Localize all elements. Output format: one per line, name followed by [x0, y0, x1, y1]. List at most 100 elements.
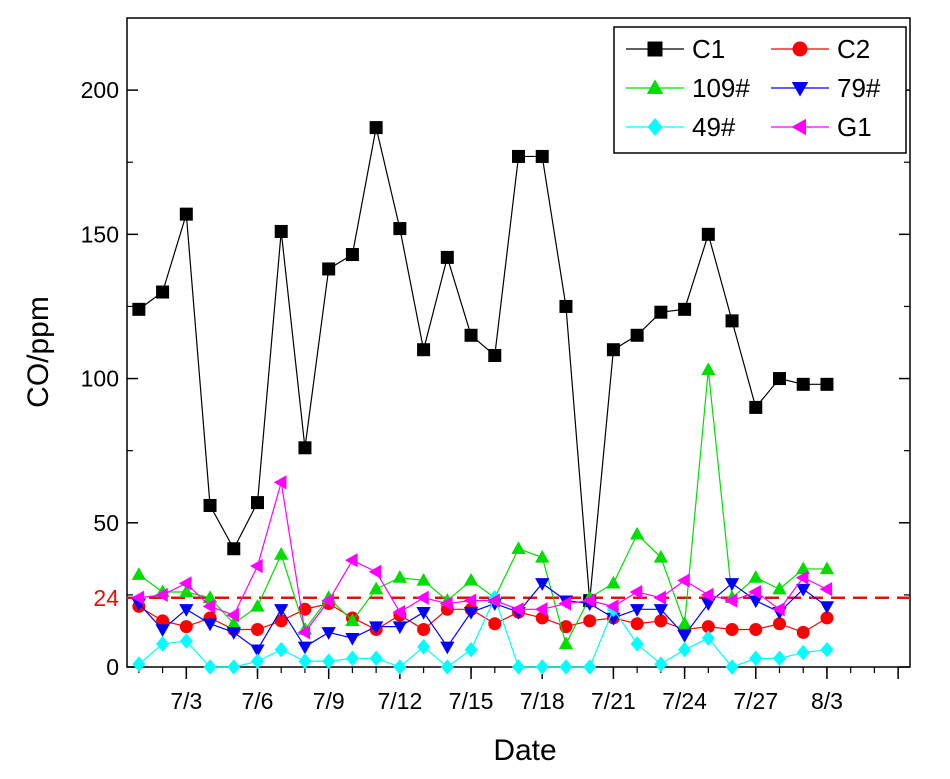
data-point	[131, 567, 147, 580]
data-point	[748, 595, 763, 609]
data-point	[274, 614, 288, 628]
data-point	[345, 248, 359, 262]
data-point	[463, 606, 479, 620]
data-point	[773, 617, 786, 631]
data-point	[701, 598, 716, 612]
x-tick-label: 7/27	[733, 688, 778, 714]
data-point	[606, 343, 620, 357]
data-point	[725, 659, 739, 675]
data-point	[250, 598, 265, 612]
data-point	[535, 578, 550, 591]
data-point	[440, 250, 454, 264]
data-point	[226, 607, 239, 623]
data-point	[535, 549, 550, 563]
data-point	[464, 641, 478, 658]
data-point	[298, 441, 312, 455]
x-tick-label: 7/9	[313, 688, 345, 714]
data-point	[773, 372, 786, 386]
data-point	[647, 41, 663, 57]
data-point	[179, 584, 194, 598]
data-point	[203, 659, 217, 675]
legend-label: C2	[837, 34, 870, 64]
data-point	[791, 82, 809, 97]
data-point	[630, 617, 644, 631]
data-point	[725, 623, 739, 637]
data-point	[274, 224, 288, 238]
data-point	[155, 624, 170, 637]
data-point	[368, 621, 384, 635]
data-point	[274, 604, 289, 617]
data-point	[322, 653, 336, 670]
data-point	[345, 613, 360, 627]
data-point	[178, 576, 192, 591]
data-point	[773, 650, 786, 667]
data-point	[131, 590, 145, 605]
data-point	[819, 561, 835, 575]
data-point	[488, 348, 502, 362]
data-point	[511, 541, 526, 554]
legend-item-109#: 109#	[626, 73, 750, 103]
data-point	[251, 496, 264, 510]
data-point	[298, 653, 312, 670]
data-point	[647, 118, 663, 136]
data-point	[748, 584, 761, 600]
data-point	[725, 314, 739, 328]
legend-label: G1	[837, 112, 872, 142]
data-point	[179, 604, 194, 617]
data-point	[321, 593, 334, 608]
data-point	[630, 636, 644, 652]
legend-item-79#: 79#	[771, 73, 881, 103]
data-point	[653, 590, 667, 605]
data-point	[226, 627, 241, 640]
data-point	[796, 561, 811, 575]
data-point	[629, 526, 645, 540]
data-point	[772, 581, 787, 595]
data-point	[795, 570, 809, 585]
data-point	[156, 285, 170, 299]
data-point	[796, 625, 810, 639]
data-point	[226, 616, 241, 629]
reference-line-label: 24	[93, 585, 119, 611]
data-point	[559, 299, 573, 313]
data-point	[392, 570, 408, 583]
series-C1	[132, 121, 834, 608]
data-point	[203, 498, 217, 512]
data-point	[416, 606, 431, 620]
data-point	[605, 599, 619, 614]
data-point	[791, 118, 806, 136]
data-point	[132, 656, 146, 672]
data-point	[463, 572, 479, 586]
data-point	[250, 644, 265, 658]
data-point	[156, 614, 170, 628]
legend-item-C1: C1	[626, 34, 725, 64]
data-point	[416, 590, 429, 605]
data-point	[629, 604, 645, 617]
data-point	[534, 602, 548, 617]
data-point	[678, 302, 692, 316]
data-point	[606, 612, 621, 626]
data-point	[819, 601, 835, 614]
data-point	[227, 659, 241, 675]
data-point	[512, 149, 525, 163]
data-point	[155, 587, 168, 603]
data-point	[202, 590, 218, 603]
y-tick-label: 50	[93, 510, 119, 536]
data-point	[535, 149, 549, 163]
series-line-C1	[138, 127, 827, 601]
data-point	[417, 639, 431, 655]
data-point	[345, 632, 360, 646]
x-tick-label: 8/3	[811, 688, 843, 714]
data-point	[393, 222, 407, 236]
data-point	[654, 305, 668, 319]
x-tick-label: 7/21	[591, 688, 636, 714]
data-point	[464, 328, 478, 342]
data-point	[535, 659, 549, 675]
data-point	[274, 547, 289, 560]
data-point	[701, 227, 715, 241]
x-axis-title: Date	[493, 734, 556, 767]
legend-label: 79#	[837, 73, 881, 103]
data-point	[417, 623, 431, 637]
data-point	[701, 362, 716, 376]
series-line-G1	[138, 482, 828, 634]
